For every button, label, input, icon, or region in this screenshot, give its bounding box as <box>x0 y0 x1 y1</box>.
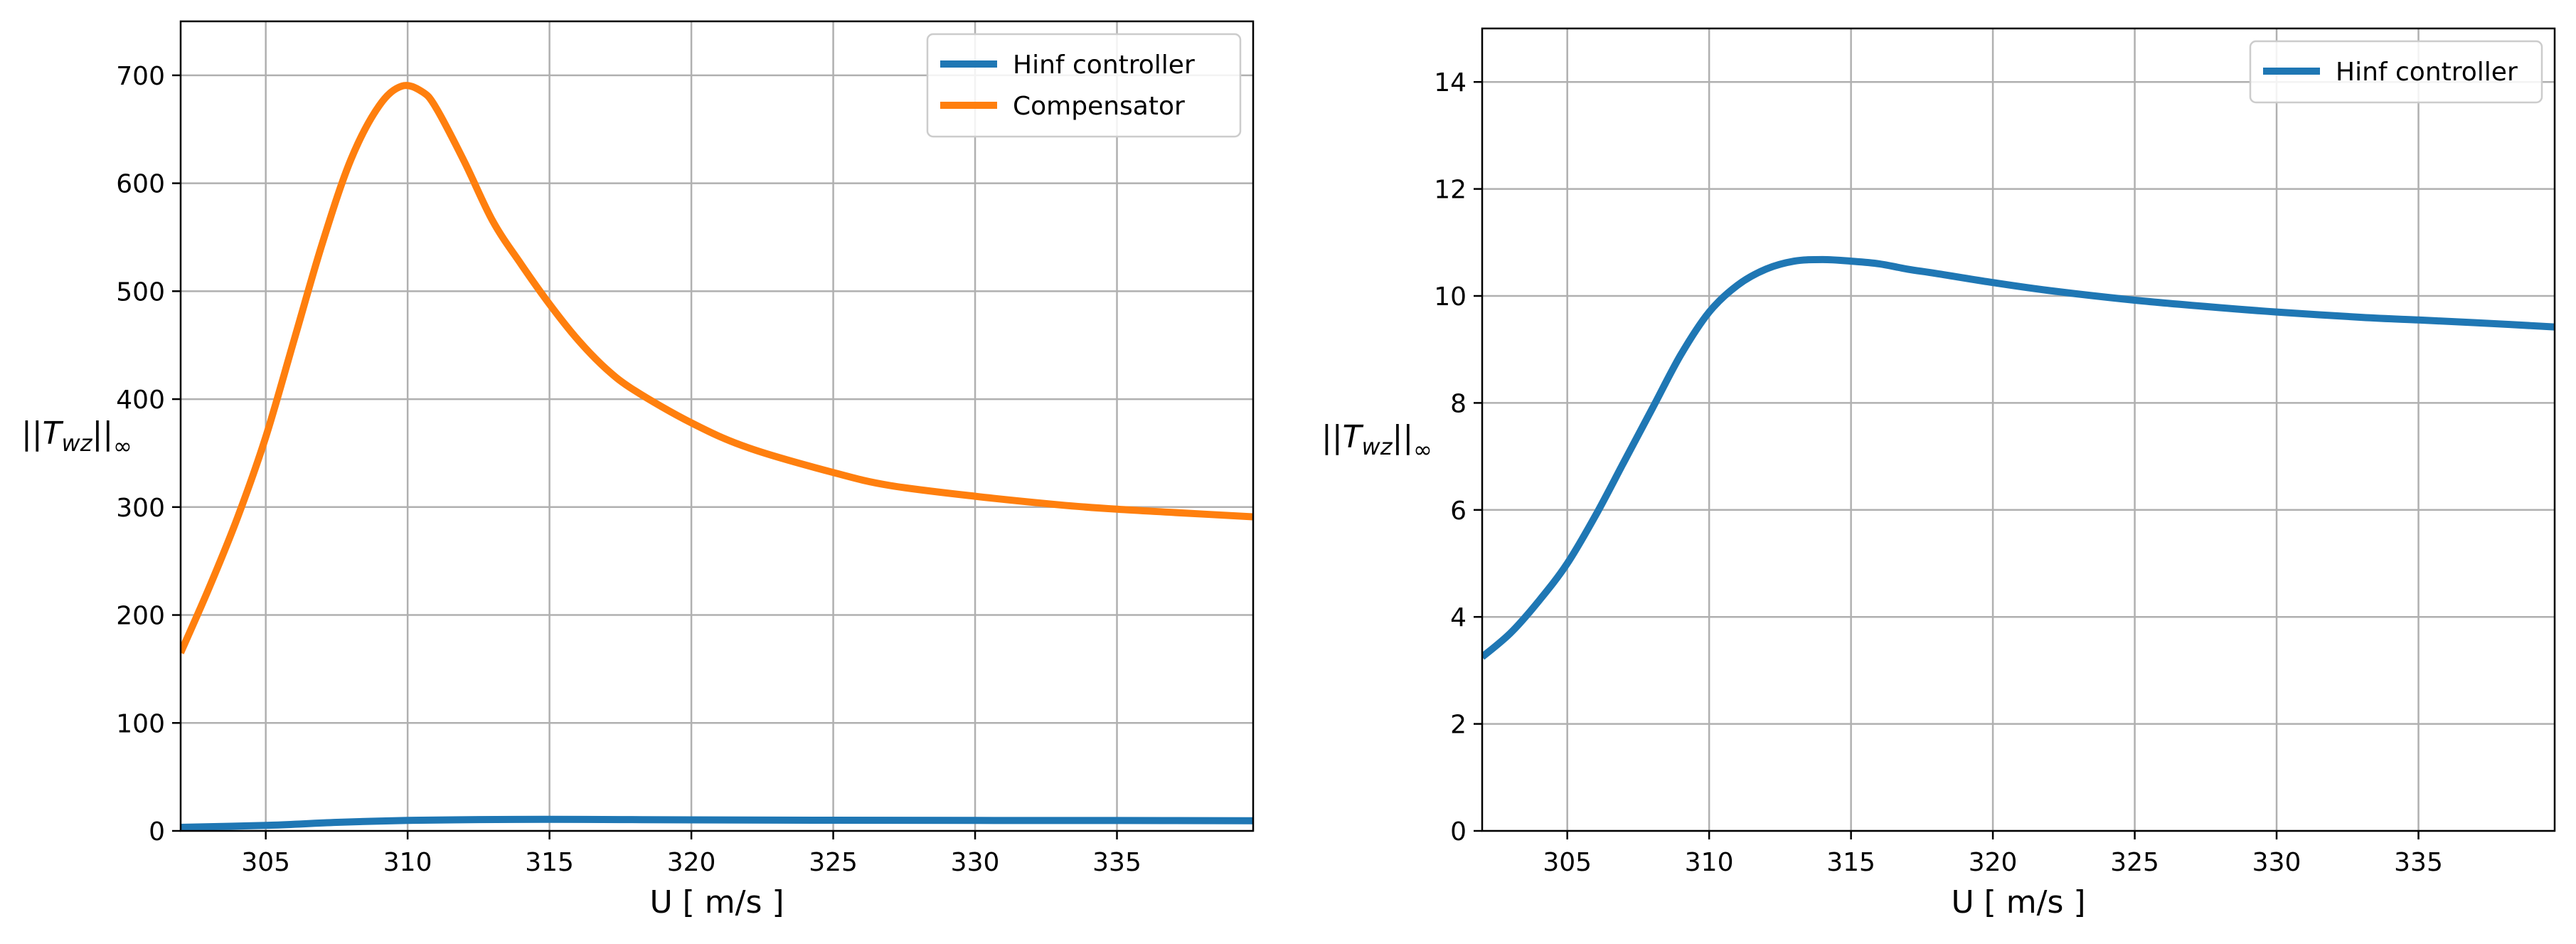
y-tick-label: 500 <box>116 277 165 307</box>
ticks: 305 310 315 320 325 330 335 0 2 4 6 8 10 12 14 <box>1434 68 2443 877</box>
x-tick-label: 330 <box>2252 848 2301 877</box>
y-tick-label: 0 <box>149 817 165 847</box>
x-axis-label: U [ m/s ] <box>649 884 784 921</box>
series <box>1482 255 2555 660</box>
x-tick-label: 330 <box>951 848 1000 877</box>
x-tick-label: 320 <box>1969 848 2018 877</box>
x-tick-label: 310 <box>383 848 432 877</box>
y-axis-label-inf: ∞ <box>113 433 132 460</box>
y-axis-label-tail: || <box>1393 419 1414 455</box>
y-tick-label: 200 <box>116 602 165 631</box>
y-tick-label: 400 <box>116 386 165 415</box>
x-axis-label: U [ m/s ] <box>1951 884 2085 921</box>
y-tick-label: 0 <box>1450 817 1467 847</box>
plot-frame <box>179 20 1255 832</box>
y-axis-label: ||Twz||∞ <box>21 415 132 460</box>
legend: Hinf controller <box>2249 40 2543 104</box>
ticks: 305 310 315 320 325 330 335 0 100 200 300 400 500 600… <box>116 62 1141 877</box>
y-tick-label: 4 <box>1450 603 1467 632</box>
chart-left: 305 310 315 320 325 330 335 0 100 200 300 400 500 600… <box>21 20 1255 921</box>
y-axis-label-sub: wz <box>1362 433 1393 460</box>
y-axis-label: ||Twz||∞ <box>1321 419 1432 463</box>
series-line-compensator <box>181 82 1253 654</box>
legend-label: Hinf controller <box>1013 51 1195 80</box>
x-tick-label: 325 <box>2110 848 2159 877</box>
y-axis-label-main: ||T <box>1321 419 1364 455</box>
y-tick-label: 700 <box>116 62 165 91</box>
y-axis-label-inf: ∞ <box>1413 436 1432 463</box>
x-tick-label: 315 <box>525 848 574 877</box>
y-axis-label-tail: || <box>92 415 114 452</box>
series-line-hinf-controller <box>181 815 1253 831</box>
x-tick-label: 320 <box>667 848 716 877</box>
x-tick-label: 335 <box>2394 848 2443 877</box>
y-tick-label: 10 <box>1434 282 1467 312</box>
chart-right: 305 310 315 320 325 330 335 0 2 4 6 8 10 12 14 U [ m/s… <box>1321 27 2556 921</box>
x-tick-label: 305 <box>1543 848 1592 877</box>
y-tick-label: 100 <box>116 709 165 738</box>
legend-label: Hinf controller <box>2336 58 2518 87</box>
legend-box <box>2249 40 2543 104</box>
plot-frame <box>1481 27 2556 832</box>
y-tick-label: 600 <box>116 170 165 199</box>
y-axis-label-sub: wz <box>62 430 93 457</box>
y-tick-label: 300 <box>116 494 165 523</box>
legend-box <box>926 33 1242 138</box>
x-tick-label: 335 <box>1092 848 1141 877</box>
legend-label: Compensator <box>1013 92 1185 121</box>
grid <box>181 21 1253 832</box>
y-tick-label: 6 <box>1450 497 1467 526</box>
y-tick-label: 12 <box>1434 176 1467 205</box>
series <box>181 82 1253 831</box>
x-tick-label: 315 <box>1826 848 1875 877</box>
x-tick-label: 305 <box>241 848 290 877</box>
series-line-hinf-controller <box>1482 255 2555 660</box>
legend: Hinf controller Compensator <box>926 33 1242 138</box>
x-tick-label: 325 <box>809 848 858 877</box>
y-axis-label-main: ||T <box>21 415 64 452</box>
x-tick-label: 310 <box>1685 848 1734 877</box>
y-tick-label: 14 <box>1434 68 1467 97</box>
y-tick-label: 2 <box>1450 711 1467 740</box>
y-tick-label: 8 <box>1450 389 1467 418</box>
